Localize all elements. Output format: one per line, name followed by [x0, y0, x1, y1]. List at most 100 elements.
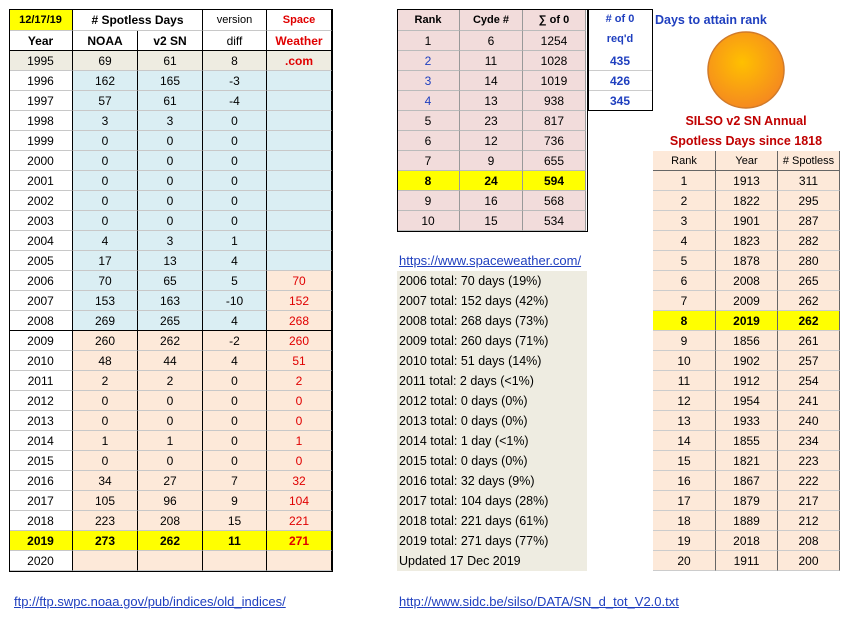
text-line: 2009 total: 260 days (71%) — [397, 331, 587, 351]
cell: 9 — [397, 191, 460, 211]
cell: 594 — [523, 171, 586, 191]
cell: 1997 — [9, 91, 73, 111]
cell: 1998 — [9, 111, 73, 131]
cell: 1902 — [716, 351, 778, 371]
cell: 0 — [203, 111, 267, 131]
cell: 4 — [397, 91, 460, 111]
cell: 1 — [138, 431, 203, 451]
cell: 1901 — [716, 211, 778, 231]
cell: 2019 — [9, 531, 73, 551]
cell — [267, 211, 332, 231]
cell: 2012 — [9, 391, 73, 411]
cell: 163 — [138, 291, 203, 311]
cell: 1995 — [9, 51, 73, 71]
cell: 18 — [653, 511, 716, 531]
cell: 11 — [653, 371, 716, 391]
cell: 0 — [138, 211, 203, 231]
cell: 8 — [203, 51, 267, 71]
cell: 69 — [73, 51, 138, 71]
cell: 0 — [203, 191, 267, 211]
text-line: 2018 total: 221 days (61%) — [397, 511, 587, 531]
cell: 13 — [653, 411, 716, 431]
cell: 0 — [203, 371, 267, 391]
cell — [267, 191, 332, 211]
cell: 9 — [203, 491, 267, 511]
cell: version — [203, 9, 267, 31]
cell: 32 — [267, 471, 332, 491]
cell: 262 — [778, 311, 840, 331]
cell: -10 — [203, 291, 267, 311]
cell: 345 — [588, 91, 652, 111]
cell: 8 — [397, 171, 460, 191]
cell: 0 — [73, 191, 138, 211]
cell: 3 — [653, 211, 716, 231]
cell — [267, 111, 332, 131]
cell: 2010 — [9, 351, 73, 371]
cell: 0 — [138, 171, 203, 191]
cell: 280 — [778, 251, 840, 271]
cell: 57 — [73, 91, 138, 111]
cell: 15 — [203, 511, 267, 531]
cell: 0 — [203, 411, 267, 431]
cell: 2 — [138, 371, 203, 391]
cell: 2020 — [9, 551, 73, 571]
cell — [203, 551, 267, 571]
cell: 311 — [778, 171, 840, 191]
cell: 2011 — [9, 371, 73, 391]
cell — [267, 231, 332, 251]
cell: 0 — [138, 191, 203, 211]
cell: 2018 — [716, 531, 778, 551]
cell: 4 — [653, 231, 716, 251]
cell: 16 — [460, 191, 523, 211]
text-line: 2017 total: 104 days (28%) — [397, 491, 587, 511]
cell: 3 — [73, 111, 138, 131]
cell: 0 — [73, 151, 138, 171]
cell: 262 — [138, 531, 203, 551]
cell: 736 — [523, 131, 586, 151]
cell: 287 — [778, 211, 840, 231]
cell: 4 — [203, 311, 267, 331]
cell: 273 — [73, 531, 138, 551]
cell: Year — [9, 31, 73, 51]
link[interactable]: http://www.sidc.be/silso/DATA/SN_d_tot_V… — [399, 594, 679, 609]
cell: 0 — [203, 131, 267, 151]
cell: # Spotless Days — [73, 9, 203, 31]
cell: 1879 — [716, 491, 778, 511]
cell: 152 — [267, 291, 332, 311]
cell: 0 — [73, 211, 138, 231]
cell: 0 — [138, 131, 203, 151]
cell: 7 — [653, 291, 716, 311]
cell: 10 — [397, 211, 460, 231]
cell: 265 — [778, 271, 840, 291]
cell: 200 — [778, 551, 840, 571]
cell: 96 — [138, 491, 203, 511]
cell: 61 — [138, 91, 203, 111]
cell: 10 — [653, 351, 716, 371]
cell: 1913 — [716, 171, 778, 191]
cell: 2 — [267, 371, 332, 391]
note: Days to attain rank — [655, 13, 767, 27]
cell: 222 — [778, 471, 840, 491]
cell: -3 — [203, 71, 267, 91]
cell: 16 — [653, 471, 716, 491]
link[interactable]: https://www.spaceweather.com/ — [399, 253, 582, 268]
link[interactable]: ftp://ftp.swpc.noaa.gov/pub/indices/old_… — [14, 594, 286, 609]
cell: .com — [267, 51, 332, 71]
cell: 1 — [653, 171, 716, 191]
cell: 44 — [138, 351, 203, 371]
cell: 1999 — [9, 131, 73, 151]
cell: 1856 — [716, 331, 778, 351]
cell: 2007 — [9, 291, 73, 311]
cell: 23 — [460, 111, 523, 131]
cell: 1028 — [523, 51, 586, 71]
cell: 0 — [203, 451, 267, 471]
cell — [267, 251, 332, 271]
cell: 6 — [397, 131, 460, 151]
cell: 1254 — [523, 31, 586, 51]
cell: 817 — [523, 111, 586, 131]
cell: 2 — [653, 191, 716, 211]
cell: 0 — [73, 171, 138, 191]
cell — [267, 551, 332, 571]
cell: 0 — [267, 451, 332, 471]
